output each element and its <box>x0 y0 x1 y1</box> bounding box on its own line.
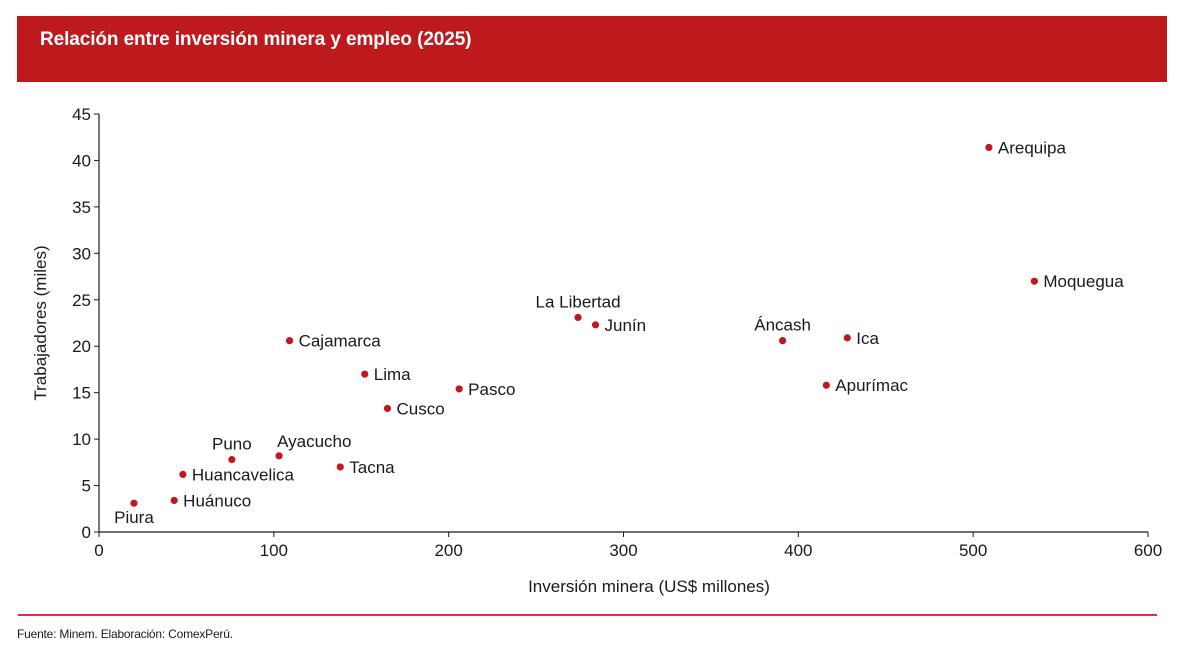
x-tick-label: 100 <box>260 541 288 560</box>
data-label: Lima <box>374 365 411 384</box>
data-point <box>170 496 178 505</box>
data-label: Puno <box>212 435 252 454</box>
data-point <box>778 337 787 345</box>
data-point <box>130 499 138 507</box>
data-point <box>455 385 463 393</box>
data-point <box>1030 277 1038 285</box>
x-tick-label: 0 <box>94 541 103 560</box>
y-tick-label: 20 <box>72 337 91 356</box>
data-point <box>843 334 851 342</box>
x-tick-label: 400 <box>784 541 812 560</box>
x-tick-label: 600 <box>1134 541 1162 560</box>
chart-title: Relación entre inversión minera y empleo… <box>40 29 472 50</box>
data-point <box>228 455 236 464</box>
data-labels: Piura Huánuco Huancavelica Puno Ayacucho Caja… <box>114 138 1124 527</box>
data-point <box>822 381 830 389</box>
data-point <box>383 404 392 413</box>
x-tick-label: 200 <box>434 541 462 560</box>
data-label: Pasco <box>468 380 515 399</box>
x-tick-label: 500 <box>959 541 987 560</box>
y-tick-label: 35 <box>72 198 91 217</box>
x-tick-label: 300 <box>609 541 637 560</box>
y-axis-title: Trabajadores (miles) <box>31 245 50 400</box>
data-point <box>985 143 993 152</box>
y-axis: 0 5 10 15 20 25 30 35 40 45 <box>72 105 100 542</box>
y-tick-label: 5 <box>82 477 91 496</box>
y-tick-label: 10 <box>72 430 91 449</box>
y-tick-label: 30 <box>72 244 91 263</box>
data-label: Cusco <box>396 399 444 418</box>
data-label: Ayacucho <box>277 432 351 451</box>
data-point <box>361 370 369 378</box>
data-label: La Libertad <box>536 292 621 311</box>
data-point <box>336 463 344 471</box>
data-label: Huánuco <box>183 491 251 510</box>
data-point <box>179 470 187 479</box>
data-label: Arequipa <box>998 138 1067 157</box>
y-tick-label: 40 <box>72 151 91 170</box>
x-axis-title: Inversión minera (US$ millones) <box>528 577 770 596</box>
x-axis: 0 100 200 300 400 500 600 <box>94 531 1162 560</box>
y-tick-label: 45 <box>72 105 91 124</box>
data-label: Junín <box>605 316 647 335</box>
data-label: Huancavelica <box>192 465 295 484</box>
data-points <box>130 143 1038 507</box>
data-label: Cajamarca <box>299 332 382 351</box>
data-point <box>591 321 600 329</box>
title-banner <box>17 16 1167 82</box>
source-note: Fuente: Minem. Elaboración: ComexPerú. <box>17 627 233 641</box>
data-point <box>285 337 294 345</box>
data-label: Ica <box>856 329 879 348</box>
data-label: Áncash <box>754 316 811 335</box>
data-label: Apurímac <box>835 376 908 395</box>
data-point <box>574 313 582 322</box>
data-label: Moquegua <box>1043 272 1124 291</box>
data-label: Tacna <box>349 458 395 477</box>
y-tick-label: 15 <box>72 384 91 403</box>
y-tick-label: 0 <box>82 523 91 542</box>
data-point <box>275 452 283 460</box>
y-tick-label: 25 <box>72 291 91 310</box>
data-label: Piura <box>114 508 154 527</box>
footer-divider <box>18 614 1157 616</box>
